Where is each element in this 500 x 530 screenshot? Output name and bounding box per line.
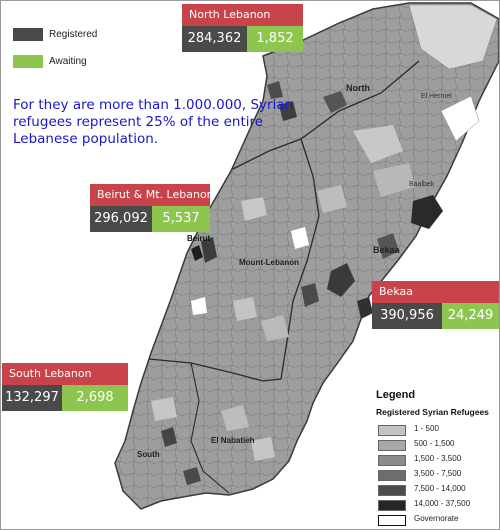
legend-swatch [378,500,406,511]
callout-values: 390,956 24,249 [372,303,499,329]
awaiting-count: 24,249 [442,303,499,329]
legend-label: 500 - 1,500 [414,439,455,448]
legend-label: 1 - 500 [414,424,439,433]
governorate-boundary-south [148,358,282,382]
map-label-bekaa: Bekaa [373,245,401,255]
registered-count: 284,362 [182,26,247,52]
callout-values: 284,362 1,852 [182,26,303,52]
legend-label: Governorate [414,514,459,523]
legend-swatch [378,485,406,496]
legend-swatch [378,515,406,526]
map-label-el-hermel: El Hermel [421,93,452,100]
legend-label: 3,500 - 7,500 [414,469,462,478]
legend-swatch [378,455,406,466]
awaiting-key-label: Awaiting [49,56,87,67]
map-label-mount-lebanon: Mount-Lebanon [239,258,299,267]
callout-title: Beirut & Mt. Lebanon [90,184,214,206]
callout-values: 132,297 2,698 [2,385,128,411]
callout-title: North Lebanon [182,4,303,26]
legend-label: 7,500 - 14,000 [414,484,466,493]
legend-item: 1 - 500 [378,424,499,436]
registered-key-swatch [13,28,43,41]
legend-label: 1,500 - 3,500 [414,454,462,463]
legend-item: Governorate [378,514,499,526]
governorate-boundary-nabatieh [190,362,230,494]
callout-south-lebanon: South Lebanon 132,297 2,698 [2,363,128,411]
legend-swatch [378,440,406,451]
unpopulated-area-north [408,4,498,70]
map-label-baalbek: Baalbek [409,181,435,188]
callout-bekaa: Bekaa 390,956 24,249 [372,281,499,329]
registered-count: 296,092 [90,206,152,232]
callout-north-lebanon: North Lebanon 284,362 1,852 [182,4,303,52]
map-legend: Legend Registered Syrian Refugees 1 - 50… [370,387,499,529]
legend-item: 7,500 - 14,000 [378,484,499,496]
legend-label: 14,000 - 37,500 [414,499,471,508]
awaiting-key-swatch [13,55,43,68]
awaiting-count: 2,698 [62,385,128,411]
awaiting-count: 1,852 [247,26,303,52]
map-label-north: North [346,83,370,93]
legend-item: 3,500 - 7,500 [378,469,499,481]
callout-beirut-mt-lebanon: Beirut & Mt. Lebanon 296,092 5,537 [90,184,214,232]
legend-swatch [378,425,406,436]
governorate-boundary-north [232,60,420,170]
registered-key-label: Registered [49,29,98,40]
headline-text: For they are more than 1.000.000, Syrian… [13,97,294,147]
high-density-municipalities [161,81,443,485]
unpopulated-area-east [440,95,480,142]
callout-values: 296,092 5,537 [90,206,210,232]
beirut-coast-marker [191,245,203,261]
awaiting-count: 5,537 [152,206,210,232]
legend-item: 14,000 - 37,500 [378,499,499,511]
legend-title: Legend [376,389,416,401]
map-label-south: South [137,450,160,459]
map-label-el-nabatieh: El Nabatieh [211,436,255,445]
lebanon-territory [114,2,499,510]
legend-subtitle: Registered Syrian Refugees [376,407,489,417]
callout-title: South Lebanon [2,363,128,385]
registered-count: 132,297 [2,385,62,411]
callout-title: Bekaa [372,281,499,303]
map-label-beirut: Beirut [187,234,210,243]
legend-item: 1,500 - 3,500 [378,454,499,466]
governorate-boundary-bekaa [280,138,320,380]
low-density-municipalities [151,125,415,461]
legend-item: 500 - 1,500 [378,439,499,451]
registered-count: 390,956 [372,303,442,329]
legend-swatch [378,470,406,481]
